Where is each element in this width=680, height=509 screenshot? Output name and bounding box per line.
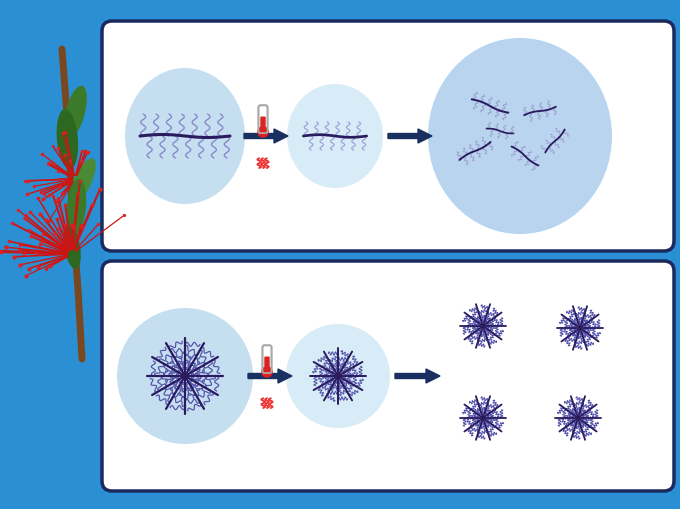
Ellipse shape	[286, 324, 390, 428]
Ellipse shape	[63, 225, 81, 269]
Polygon shape	[388, 130, 432, 144]
Ellipse shape	[56, 110, 78, 169]
Ellipse shape	[63, 87, 87, 140]
Polygon shape	[395, 369, 440, 383]
FancyBboxPatch shape	[260, 117, 266, 133]
Ellipse shape	[125, 69, 245, 205]
Ellipse shape	[428, 39, 612, 235]
Circle shape	[262, 367, 272, 377]
FancyBboxPatch shape	[258, 106, 267, 134]
Ellipse shape	[67, 180, 86, 235]
Ellipse shape	[287, 85, 383, 189]
FancyBboxPatch shape	[262, 346, 271, 374]
Polygon shape	[248, 369, 292, 383]
FancyBboxPatch shape	[102, 22, 674, 251]
Circle shape	[258, 128, 268, 138]
Ellipse shape	[117, 308, 253, 444]
FancyBboxPatch shape	[102, 262, 674, 491]
Polygon shape	[244, 130, 288, 144]
FancyBboxPatch shape	[265, 357, 270, 373]
Ellipse shape	[69, 159, 96, 205]
